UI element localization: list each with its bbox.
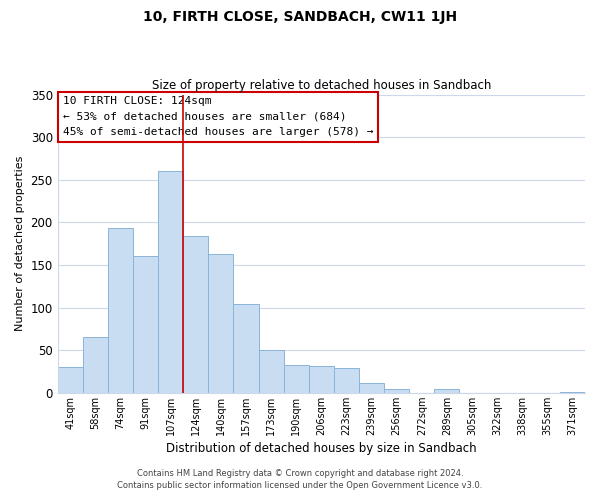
Bar xyxy=(58,367,83,393)
Bar xyxy=(183,236,208,393)
Bar xyxy=(434,388,460,393)
Bar xyxy=(359,384,384,393)
Y-axis label: Number of detached properties: Number of detached properties xyxy=(15,156,25,332)
Text: 10 FIRTH CLOSE: 124sqm
← 53% of detached houses are smaller (684)
45% of semi-de: 10 FIRTH CLOSE: 124sqm ← 53% of detached… xyxy=(63,96,373,137)
Bar xyxy=(259,350,284,393)
Bar xyxy=(158,171,183,393)
Bar xyxy=(334,368,359,393)
Bar xyxy=(133,256,158,393)
X-axis label: Distribution of detached houses by size in Sandbach: Distribution of detached houses by size … xyxy=(166,442,476,455)
Bar xyxy=(309,366,334,393)
Bar xyxy=(83,338,108,393)
Bar xyxy=(108,228,133,393)
Text: Contains HM Land Registry data © Crown copyright and database right 2024.
Contai: Contains HM Land Registry data © Crown c… xyxy=(118,468,482,490)
Bar xyxy=(233,304,259,393)
Text: 10, FIRTH CLOSE, SANDBACH, CW11 1JH: 10, FIRTH CLOSE, SANDBACH, CW11 1JH xyxy=(143,10,457,24)
Title: Size of property relative to detached houses in Sandbach: Size of property relative to detached ho… xyxy=(152,79,491,92)
Bar xyxy=(384,390,409,393)
Bar xyxy=(560,392,585,393)
Bar xyxy=(208,254,233,393)
Bar xyxy=(284,364,309,393)
